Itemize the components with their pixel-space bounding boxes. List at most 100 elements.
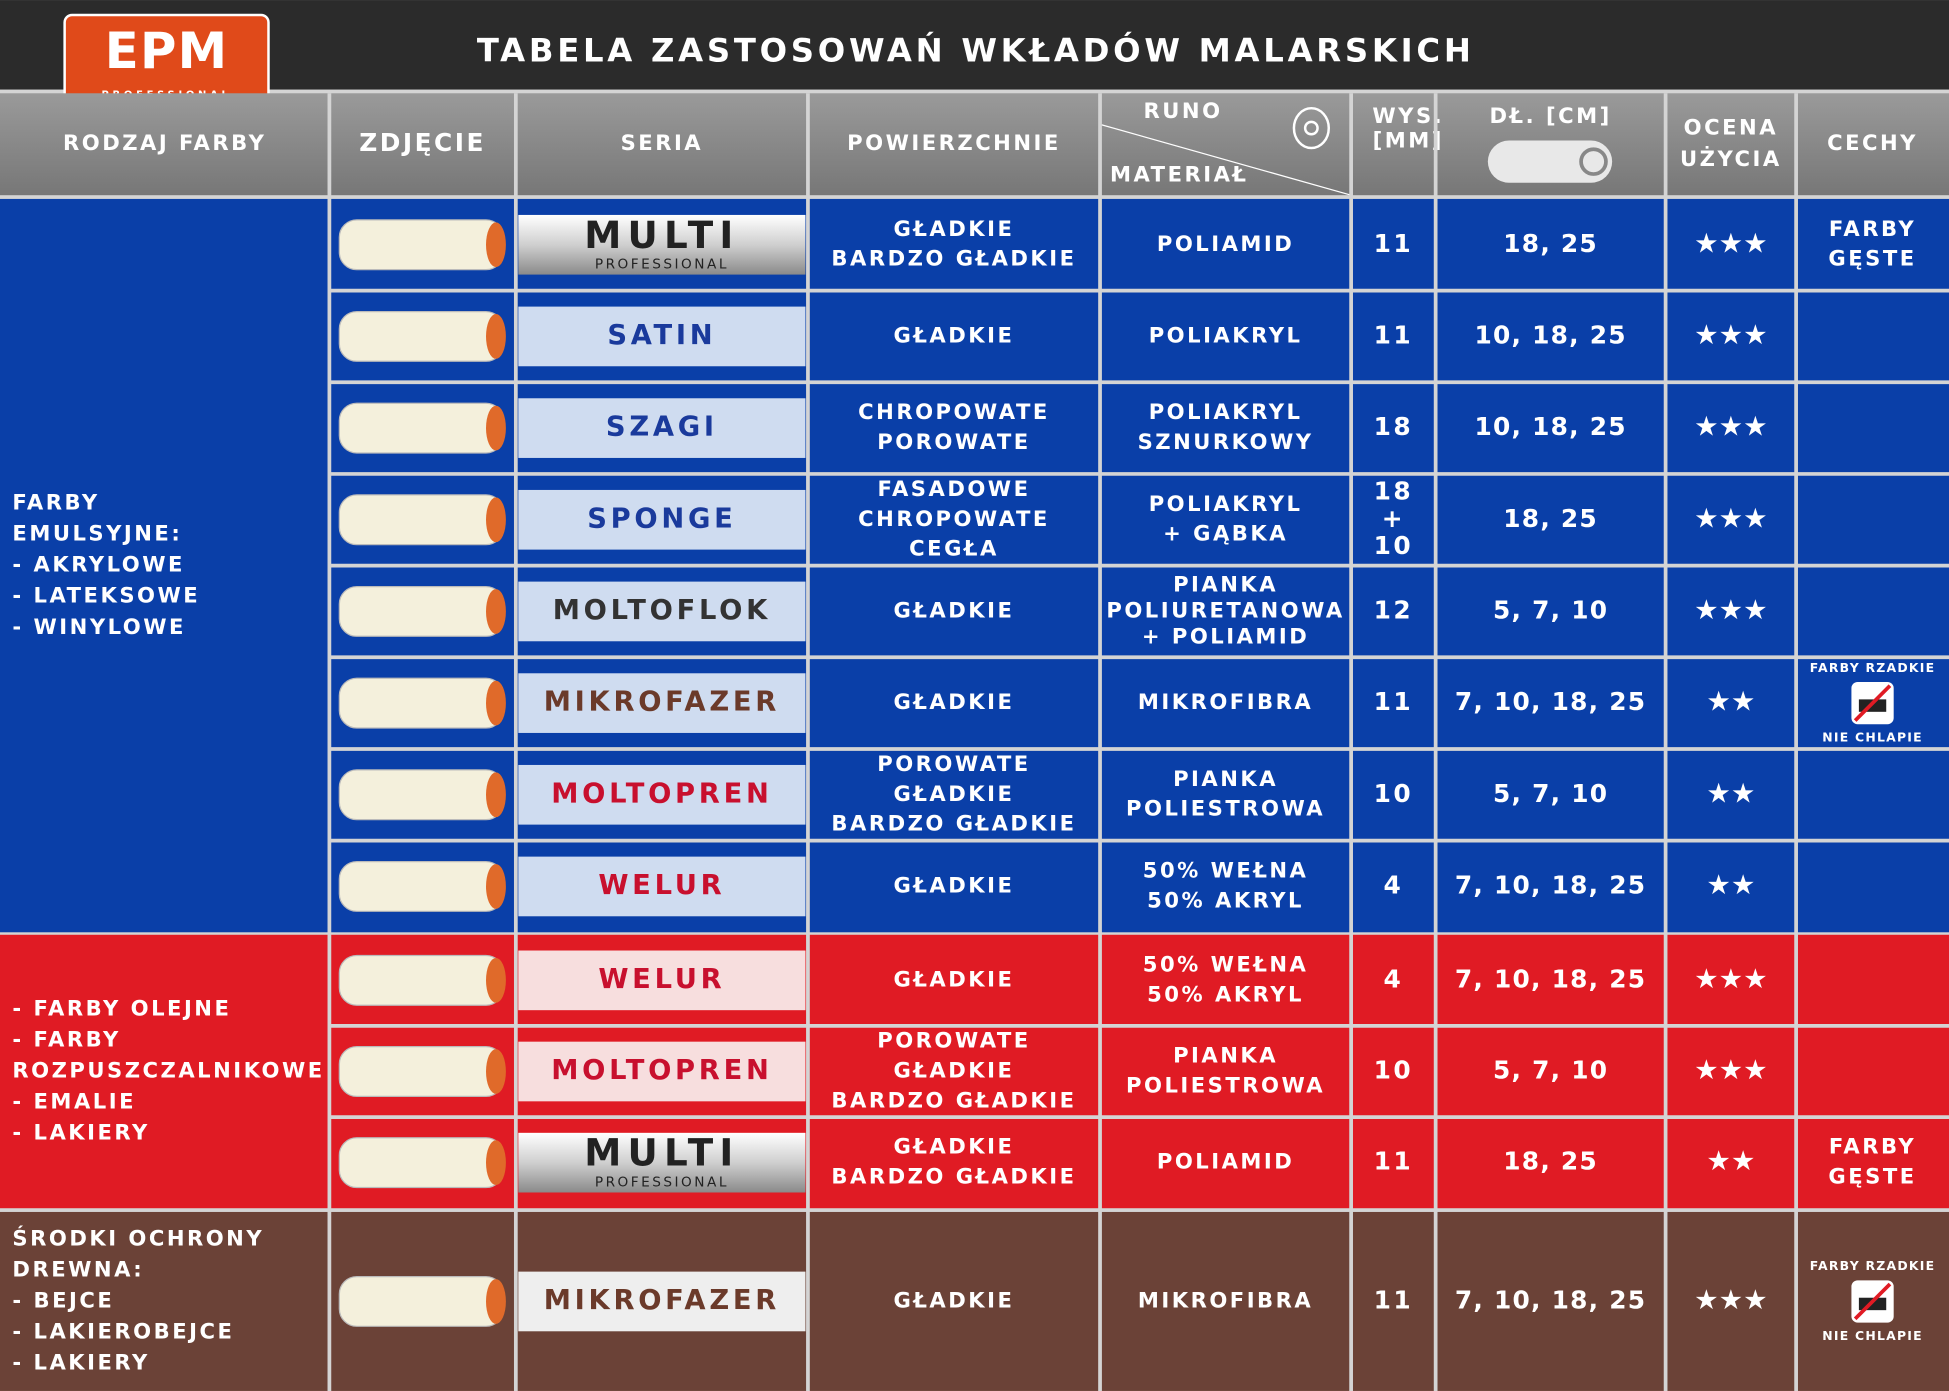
group-bg xyxy=(0,1211,1949,1391)
material: POLIAKRYL xyxy=(1149,399,1303,424)
surface: GŁADKIE xyxy=(894,322,1015,347)
roller-photo xyxy=(338,402,505,454)
surface: BARDZO GŁADKIE xyxy=(831,246,1076,271)
height: 11 xyxy=(1374,687,1414,716)
paint-type: ROZPUSZCZALNIKOWE xyxy=(12,1058,324,1083)
height: 18 xyxy=(1374,412,1414,441)
header-label: CECHY xyxy=(1827,130,1918,155)
roller-end xyxy=(486,864,506,909)
series-name: MOLTOPREN xyxy=(551,1055,772,1086)
material: 50% WEŁNA xyxy=(1143,858,1309,883)
badge-top: FARBY RZADKIE xyxy=(1810,660,1936,675)
roller-photo xyxy=(338,310,505,362)
material: 50% AKRYL xyxy=(1147,887,1304,912)
roller-end xyxy=(486,497,506,543)
paint-type: - AKRYLOWE xyxy=(12,552,185,577)
surface: GŁADKIE xyxy=(894,781,1015,806)
series-band xyxy=(518,1041,806,1102)
header-label: OCENA xyxy=(1684,115,1778,140)
badge-bottom: NIE CHLAPIE xyxy=(1822,1328,1923,1343)
lengths: 10, 18, 25 xyxy=(1474,320,1626,349)
series-band xyxy=(518,214,806,275)
series-name: SATIN xyxy=(607,320,716,351)
lengths: 18, 25 xyxy=(1503,1147,1598,1176)
badge-icon xyxy=(1853,1282,1892,1321)
series-band xyxy=(518,950,806,1011)
rating: ★★ xyxy=(1706,1146,1755,1177)
paint-type: DREWNA: xyxy=(12,1256,144,1281)
header-label: WYS. xyxy=(1372,103,1444,128)
feature: FARBY xyxy=(1829,216,1916,241)
paint-type: FARBY xyxy=(12,489,99,514)
lengths: 7, 10, 18, 25 xyxy=(1455,1285,1646,1314)
surface: FASADOWE xyxy=(877,476,1030,501)
header-label: DŁ. [CM] xyxy=(1490,103,1612,128)
paint-type: - FARBY xyxy=(12,1026,120,1051)
series-name: WELUR xyxy=(598,964,725,995)
title: TABELA ZASTOSOWAŃ WKŁADÓW MALARSKICH xyxy=(477,30,1475,69)
roller-end xyxy=(486,680,506,726)
surface: CHROPOWATE xyxy=(858,506,1050,531)
rating: ★★★ xyxy=(1694,320,1768,351)
material: PIANKA xyxy=(1173,1043,1278,1068)
header-label: MATERIAŁ xyxy=(1110,161,1249,186)
lengths: 7, 10, 18, 25 xyxy=(1455,964,1646,993)
title-bar xyxy=(0,0,1949,90)
header-divider xyxy=(1099,123,1352,196)
header-label: ZDJĘCIE xyxy=(359,128,486,157)
surface: GŁADKIE xyxy=(894,597,1015,622)
height: 11 xyxy=(1374,320,1414,349)
series-band xyxy=(518,306,806,367)
surface: BARDZO GŁADKIE xyxy=(831,1087,1076,1112)
series-name: MULTI xyxy=(584,213,739,257)
header-label: RUNO xyxy=(1144,98,1223,123)
material: + POLIAMID xyxy=(1142,624,1309,649)
series-sub: PROFESSIONAL xyxy=(595,1175,729,1191)
material: POLIESTROWA xyxy=(1126,796,1325,821)
roller-photo xyxy=(338,219,505,271)
feature: GĘSTE xyxy=(1828,1164,1916,1189)
surface: POROWATE xyxy=(877,751,1030,776)
roller-end xyxy=(486,314,506,359)
series-band xyxy=(518,398,806,458)
rating: ★★ xyxy=(1706,870,1755,901)
roll-icon xyxy=(1303,120,1319,136)
surface: POROWATE xyxy=(877,1028,1030,1053)
material: SZNURKOWY xyxy=(1138,429,1314,454)
header-label: [MM] xyxy=(1373,128,1444,153)
roller-end xyxy=(486,1049,506,1094)
rating: ★★★ xyxy=(1694,595,1768,626)
roller-photo xyxy=(338,585,505,637)
series-band xyxy=(518,1132,806,1193)
height: + xyxy=(1382,504,1405,533)
roller-end xyxy=(486,772,506,818)
paint-type: ŚRODKI OCHRONY xyxy=(12,1225,264,1250)
header-bar xyxy=(0,93,1949,196)
height: 18 xyxy=(1374,476,1414,505)
material: POLIAMID xyxy=(1157,231,1294,256)
material: POLIESTROWA xyxy=(1126,1072,1325,1097)
surface: BARDZO GŁADKIE xyxy=(831,1164,1076,1189)
paint-type: - FARBY OLEJNE xyxy=(12,995,231,1020)
height: 11 xyxy=(1374,1285,1414,1314)
lengths: 5, 7, 10 xyxy=(1493,1056,1608,1085)
header-label: SERIA xyxy=(621,130,704,155)
lengths: 5, 7, 10 xyxy=(1493,595,1608,624)
rating: ★★★ xyxy=(1694,503,1768,534)
series-band xyxy=(518,673,806,733)
surface: GŁADKIE xyxy=(894,966,1015,991)
height: 10 xyxy=(1374,779,1414,808)
roller-photo xyxy=(338,860,505,912)
material: 50% AKRYL xyxy=(1147,981,1304,1006)
paint-type: - EMALIE xyxy=(12,1089,136,1114)
rating: ★★★ xyxy=(1694,1285,1768,1316)
cells: RODZAJ FARBY ZDJĘCIE SERIA POWIERZCHNIE RUNO… xyxy=(0,93,1949,1391)
series-band xyxy=(518,1271,806,1332)
group-bg xyxy=(0,934,1949,1209)
surface: POROWATE xyxy=(877,429,1030,454)
series-name: SZAGI xyxy=(606,412,718,443)
height: 12 xyxy=(1374,595,1414,624)
lengths: 7, 10, 18, 25 xyxy=(1455,687,1646,716)
roller-photo xyxy=(338,494,505,546)
roll-icon xyxy=(1579,147,1608,176)
